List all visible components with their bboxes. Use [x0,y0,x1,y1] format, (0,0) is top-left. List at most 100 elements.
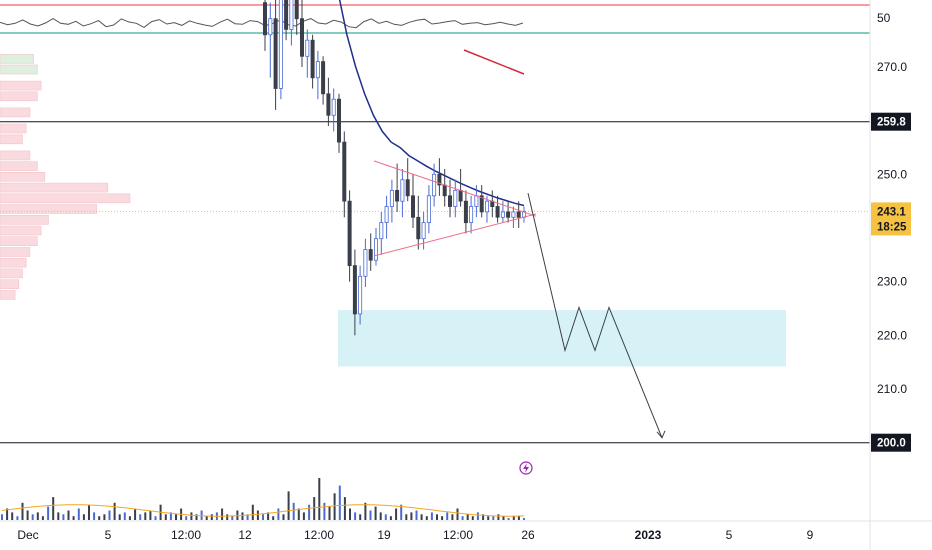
price-tags: 259.8 200.0 243.1 18:25 [871,112,911,452]
volume-bar [21,502,24,520]
candle-body [352,265,357,315]
candle-body [331,98,336,116]
volume-bar [451,514,454,520]
moving-average-line [338,0,525,207]
volume-bar [154,516,157,520]
volume-bar [349,508,351,520]
volume-bar [359,514,362,520]
candle-body [358,275,363,315]
volume-bar [262,514,264,520]
candle-body [458,189,463,202]
time-tick-label: 5 [726,528,733,542]
candle-body [432,173,437,197]
volume-bar [190,512,193,520]
volume-bar [272,516,275,520]
volume-bar [313,497,316,520]
volume-bar [169,512,172,520]
volume-bar [497,514,500,520]
volume-bar [446,512,449,520]
volume-bar [103,514,106,520]
volume-bar [139,514,142,520]
candle-body [384,206,389,224]
volume-bar [456,508,459,520]
volume-bar [26,510,29,520]
volume-bar [144,512,147,520]
annotation-arrow [463,49,525,75]
candle-body [506,211,511,218]
volume-bar [185,516,188,520]
volume-bar [384,514,387,520]
volume-profile-bar [0,182,109,193]
volume-bar [471,516,474,520]
volume-bar [415,510,418,520]
candle-body [368,249,373,261]
candle-body [363,249,368,277]
volume-bar [517,516,520,520]
price-tick-label: 230.0 [877,275,907,289]
volume-bar [389,516,392,520]
volume-profile-bar [0,236,38,246]
volume-bar [277,508,280,520]
volume-bar [41,516,44,520]
level-price-tag-label: 200.0 [877,438,906,450]
volume-bar [364,502,367,520]
volume-bar [108,510,111,520]
volume-bar [149,510,152,520]
candle-body [479,195,484,213]
volume-bar [205,516,208,520]
candle-body [262,2,267,36]
horizontal-levels [0,121,870,444]
volume-bar [134,508,137,520]
candle-body [347,200,352,266]
price-tick-label: 220.0 [877,328,907,342]
volume-bar [93,512,96,520]
time-tick-label: 12 [238,528,252,542]
volume-profile-bar [0,204,97,214]
volume-bar [36,512,39,520]
volume-bar [128,516,131,520]
triangle-upper-line [373,160,537,217]
volume-bar [410,512,413,520]
time-tick-label: 2023 [635,528,662,542]
volume-bar [487,516,490,520]
level-price-tag-label: 259.8 [877,117,906,129]
lightning-icon[interactable] [519,461,533,475]
time-tick-label: 5 [105,528,112,542]
countdown-label: 18:25 [877,221,907,233]
candle-body [389,189,394,207]
volume-bar [395,508,398,520]
candle-body [463,200,468,224]
candle-body [321,61,326,95]
volume-bar [11,512,14,520]
volume-profile-bar [0,279,20,290]
time-tick-label: 12:00 [304,528,334,542]
volume-bar [343,497,346,520]
price-tick-label: 210.0 [877,382,907,396]
volume-bar [164,514,167,520]
candle-body [516,211,521,218]
price-tick-label: 250.0 [877,167,907,181]
candle-body [442,184,447,197]
volume-profile-bar [0,107,31,118]
volume-bar [297,508,300,520]
volume-bar [226,514,229,520]
time-tick-label: 12:00 [443,528,473,542]
volume-bar [323,502,326,520]
volume-bar [200,510,203,520]
volume-bar [523,518,525,520]
volume-bar [441,516,444,520]
volume-bar [502,516,505,520]
candle-body [273,18,278,89]
volume-bar [256,510,259,520]
volume-bar [308,504,311,520]
volume-bar [118,514,121,520]
candle-body [500,211,505,218]
volume-bar [31,514,34,520]
candle-body [305,39,310,57]
candle-body [400,179,405,202]
candle-body [495,206,500,218]
oscillator-level-label: 50 [877,11,891,25]
candle-body [289,0,294,30]
volume-bar [379,512,382,520]
